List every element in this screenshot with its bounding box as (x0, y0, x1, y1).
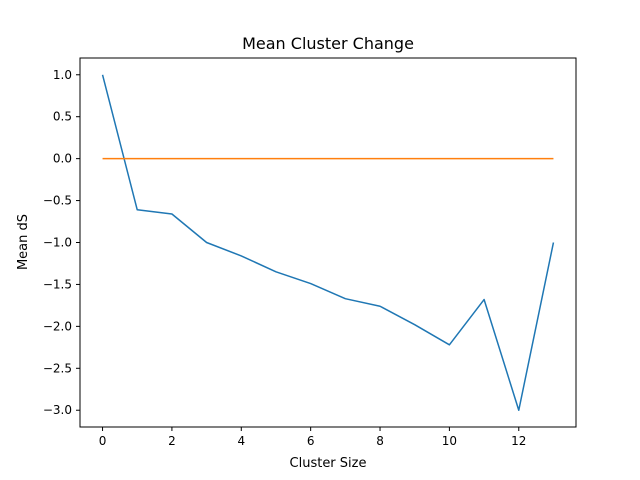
plot-frame (79, 57, 577, 428)
y-axis-label: Mean dS (16, 214, 31, 270)
y-axis: 1.0 0.5 0.0 −0.5 −1.0 −1.5 −2.0 −2.5 −3.0 (43, 68, 80, 417)
chart-title: Mean Cluster Change (242, 34, 414, 53)
x-tick-label: 10 (442, 434, 457, 448)
x-tick-label: 2 (168, 434, 176, 448)
series-line-0 (101, 74, 555, 411)
x-tick-label: 8 (376, 434, 384, 448)
x-axis: 0 2 4 6 8 10 12 (99, 427, 526, 448)
y-tick-label: −0.5 (43, 194, 72, 208)
y-tick-label: 1.0 (53, 68, 72, 82)
x-tick-label: 4 (237, 434, 245, 448)
y-tick-label: −1.0 (43, 236, 72, 250)
x-axis-label: Cluster Size (290, 456, 367, 471)
y-tick-label: 0.0 (53, 152, 72, 166)
y-tick-label: −2.0 (43, 319, 72, 333)
y-tick-label: −3.0 (43, 403, 72, 417)
y-tick-label: −2.5 (43, 361, 72, 375)
plot-area (101, 74, 555, 411)
y-tick-label: −1.5 (43, 277, 72, 291)
y-tick-label: 0.5 (53, 110, 72, 124)
x-tick-label: 0 (99, 434, 107, 448)
x-tick-label: 6 (307, 434, 315, 448)
x-tick-label: 12 (511, 434, 526, 448)
